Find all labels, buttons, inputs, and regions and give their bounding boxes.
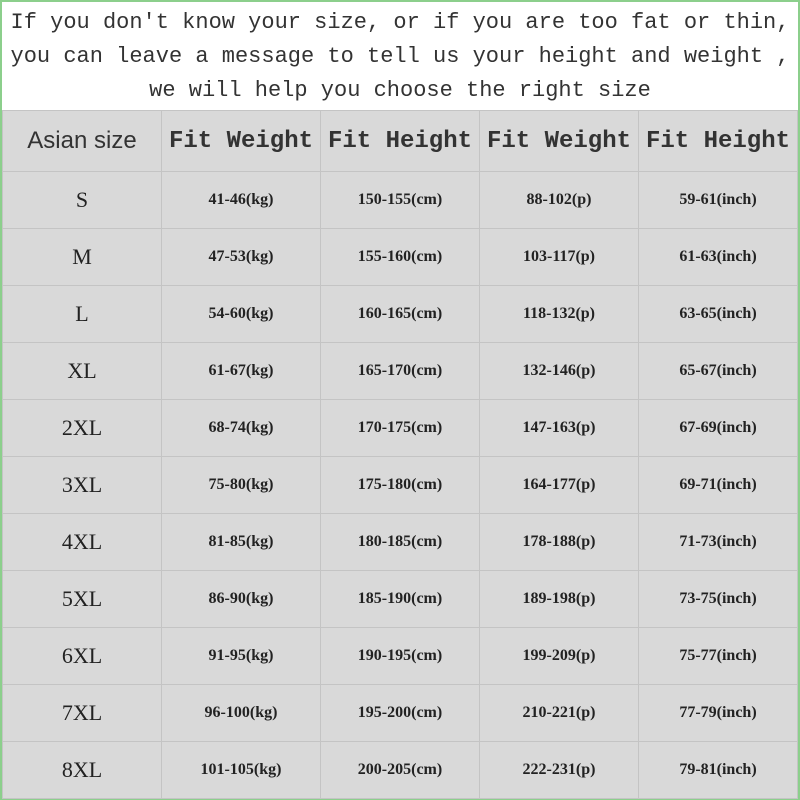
cell-weight-lb: 147-163(p)	[479, 399, 639, 457]
cell-height-cm: 155-160(cm)	[320, 228, 480, 286]
cell-height-inch: 65-67(inch)	[638, 342, 798, 400]
cell-weight-kg: 101-105(kg)	[161, 741, 321, 799]
cell-weight-lb: 88-102(p)	[479, 171, 639, 229]
cell-height-cm: 195-200(cm)	[320, 684, 480, 742]
cell-size: S	[2, 171, 162, 229]
table-row: 8XL 101-105(kg) 200-205(cm) 222-231(p) 79-81…	[2, 741, 798, 799]
cell-weight-kg: 96-100(kg)	[161, 684, 321, 742]
cell-weight-lb: 210-221(p)	[479, 684, 639, 742]
table-row: 4XL 81-85(kg) 180-185(cm) 178-188(p) 71-73(i…	[2, 513, 798, 571]
cell-weight-lb: 222-231(p)	[479, 741, 639, 799]
table-row: S 41-46(kg) 150-155(cm) 88-102(p) 59-61(inch…	[2, 171, 798, 229]
cell-weight-lb: 199-209(p)	[479, 627, 639, 685]
cell-size: 3XL	[2, 456, 162, 514]
cell-size: 4XL	[2, 513, 162, 571]
table-row: M 47-53(kg) 155-160(cm) 103-117(p) 61-63(inc…	[2, 228, 798, 286]
header-fit-height-cm: Fit Height	[320, 110, 480, 172]
cell-height-cm: 180-185(cm)	[320, 513, 480, 571]
table-row: 3XL 75-80(kg) 175-180(cm) 164-177(p) 69-71(i…	[2, 456, 798, 514]
cell-size: 5XL	[2, 570, 162, 628]
cell-weight-lb: 118-132(p)	[479, 285, 639, 343]
cell-weight-lb: 189-198(p)	[479, 570, 639, 628]
cell-size: 8XL	[2, 741, 162, 799]
cell-size: XL	[2, 342, 162, 400]
cell-height-inch: 63-65(inch)	[638, 285, 798, 343]
cell-height-cm: 160-165(cm)	[320, 285, 480, 343]
cell-height-cm: 185-190(cm)	[320, 570, 480, 628]
header-row: Asian size Fit Weight Fit Height Fit Wei…	[2, 110, 798, 172]
header-fit-weight-kg: Fit Weight	[161, 110, 321, 172]
cell-weight-lb: 132-146(p)	[479, 342, 639, 400]
cell-height-inch: 59-61(inch)	[638, 171, 798, 229]
cell-weight-lb: 164-177(p)	[479, 456, 639, 514]
cell-height-cm: 170-175(cm)	[320, 399, 480, 457]
cell-height-cm: 175-180(cm)	[320, 456, 480, 514]
note-line: If you don't know your size, or if you a…	[10, 10, 790, 35]
cell-height-inch: 77-79(inch)	[638, 684, 798, 742]
table-row: XL 61-67(kg) 165-170(cm) 132-146(p) 65-67(in…	[2, 342, 798, 400]
cell-height-inch: 75-77(inch)	[638, 627, 798, 685]
table-row: 5XL 86-90(kg) 185-190(cm) 189-198(p) 73-75(i…	[2, 570, 798, 628]
cell-height-cm: 190-195(cm)	[320, 627, 480, 685]
cell-height-inch: 79-81(inch)	[638, 741, 798, 799]
cell-height-inch: 61-63(inch)	[638, 228, 798, 286]
cell-weight-kg: 81-85(kg)	[161, 513, 321, 571]
cell-weight-kg: 68-74(kg)	[161, 399, 321, 457]
cell-weight-kg: 54-60(kg)	[161, 285, 321, 343]
cell-size: 7XL	[2, 684, 162, 742]
cell-weight-lb: 103-117(p)	[479, 228, 639, 286]
cell-height-cm: 200-205(cm)	[320, 741, 480, 799]
table-row: 2XL 68-74(kg) 170-175(cm) 147-163(p) 67-69(i…	[2, 399, 798, 457]
cell-size: 2XL	[2, 399, 162, 457]
table-row: L 54-60(kg) 160-165(cm) 118-132(p) 63-65(inc…	[2, 285, 798, 343]
cell-weight-kg: 86-90(kg)	[161, 570, 321, 628]
cell-size: L	[2, 285, 162, 343]
size-advice-note: If you don't know your size, or if you a…	[2, 2, 798, 110]
table-row: 6XL 91-95(kg) 190-195(cm) 199-209(p) 75-77(i…	[2, 627, 798, 685]
header-fit-height-inch: Fit Height	[638, 110, 798, 172]
size-table: Asian size Fit Weight Fit Height Fit Wei…	[2, 110, 798, 799]
cell-size: 6XL	[2, 627, 162, 685]
note-line: you can leave a message to tell us your …	[10, 44, 790, 69]
cell-weight-lb: 178-188(p)	[479, 513, 639, 571]
header-fit-weight-lb: Fit Weight	[479, 110, 639, 172]
cell-height-inch: 69-71(inch)	[638, 456, 798, 514]
cell-weight-kg: 75-80(kg)	[161, 456, 321, 514]
cell-height-inch: 73-75(inch)	[638, 570, 798, 628]
table-row: 7XL 96-100(kg) 195-200(cm) 210-221(p) 77-79(…	[2, 684, 798, 742]
cell-height-cm: 165-170(cm)	[320, 342, 480, 400]
cell-weight-kg: 47-53(kg)	[161, 228, 321, 286]
header-asian-size: Asian size	[2, 110, 162, 172]
cell-height-inch: 67-69(inch)	[638, 399, 798, 457]
cell-size: M	[2, 228, 162, 286]
cell-weight-kg: 41-46(kg)	[161, 171, 321, 229]
cell-height-cm: 150-155(cm)	[320, 171, 480, 229]
note-line: we will help you choose the right size	[149, 78, 651, 103]
cell-weight-kg: 61-67(kg)	[161, 342, 321, 400]
cell-weight-kg: 91-95(kg)	[161, 627, 321, 685]
cell-height-inch: 71-73(inch)	[638, 513, 798, 571]
